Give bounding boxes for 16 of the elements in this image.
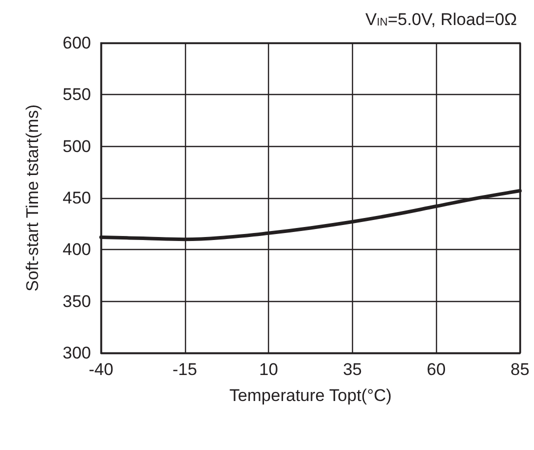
y-tick-label: 400: [62, 240, 91, 260]
x-tick-label: -40: [88, 360, 114, 379]
y-axis-title: Soft-start Time tstart(ms): [23, 104, 42, 292]
x-axis-title: Temperature Topt(°C): [229, 386, 392, 405]
x-tick-label: 60: [426, 360, 446, 379]
y-tick-label: 450: [62, 188, 91, 208]
chart-title: VIN=5.0V, Rload=0Ω: [365, 10, 518, 29]
x-tick-label: 35: [342, 360, 362, 379]
y-tick-label: 500: [62, 136, 91, 156]
y-tick-label: 550: [62, 85, 91, 104]
y-tick-label: 600: [62, 34, 91, 52]
x-tick-label: 10: [259, 360, 278, 379]
x-tick-label: -15: [172, 360, 198, 379]
y-tick-label: 350: [62, 292, 91, 311]
x-tick-label: 85: [510, 360, 530, 379]
y-tick-label: 300: [62, 344, 91, 362]
